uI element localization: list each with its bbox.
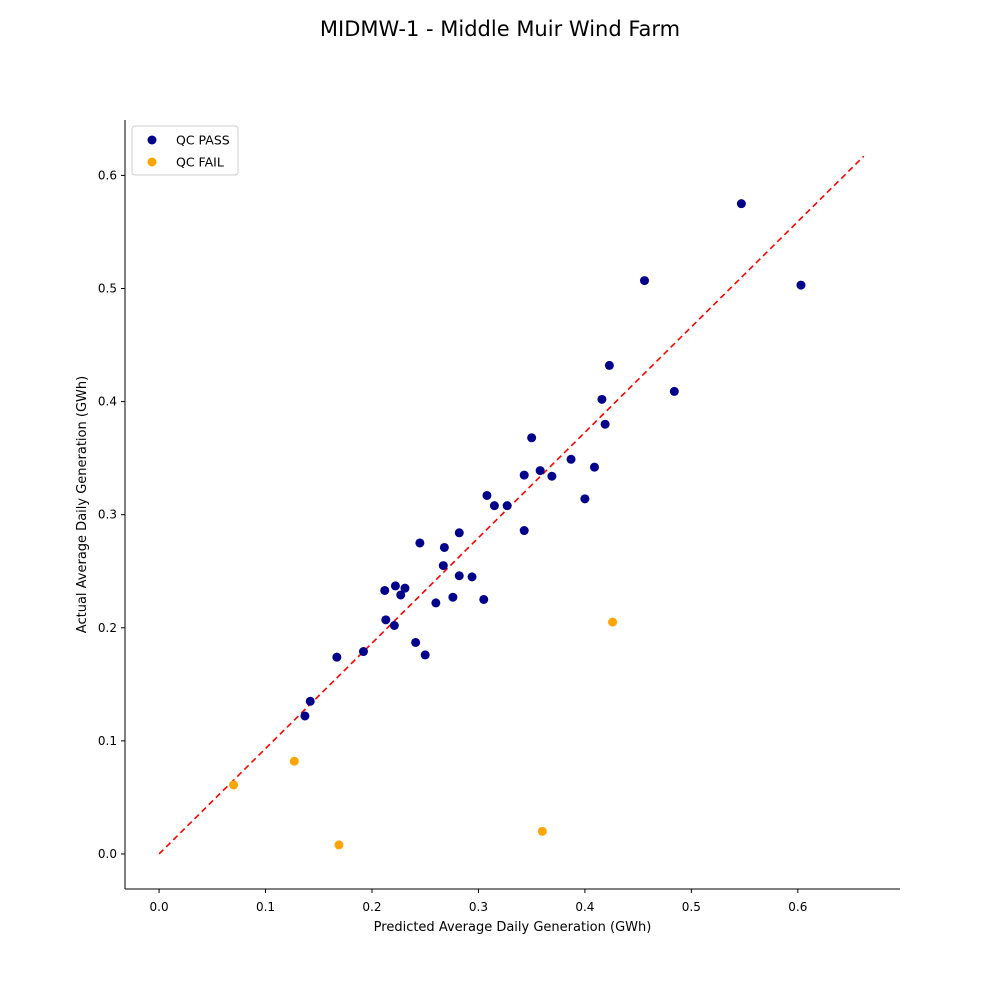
axes (124, 120, 900, 890)
legend-label-qc-pass: QC PASS (176, 133, 230, 148)
data-point-qc-pass (358, 647, 368, 657)
data-point-qc-pass (597, 394, 607, 404)
x-tick-label: 0.1 (256, 900, 275, 914)
data-point-qc-pass (547, 471, 557, 481)
axis-ticks: 0.0 0.1 0.2 0.3 0.4 0.5 0.6 0.0 0.1 0.2 0.3 0.4 0.5 0… (98, 168, 807, 914)
x-tick-label: 0.6 (788, 900, 807, 914)
data-point-qc-fail (229, 780, 239, 790)
data-point-qc-pass (381, 615, 391, 625)
y-tick-label: 0.3 (98, 508, 117, 522)
x-tick-label: 0.2 (362, 900, 381, 914)
data-point-qc-pass (305, 696, 315, 706)
data-point-qc-fail (334, 840, 344, 850)
data-point-qc-pass (439, 542, 449, 552)
data-point-qc-pass (502, 501, 512, 511)
y-tick-label: 0.4 (98, 395, 117, 409)
data-point-qc-fail (608, 617, 618, 627)
data-point-qc-pass (454, 528, 464, 538)
legend-label-qc-fail: QC FAIL (176, 155, 224, 170)
data-point-qc-pass (400, 583, 410, 593)
y-tick-label: 0.0 (98, 847, 117, 861)
y-tick-label: 0.5 (98, 282, 117, 296)
chart-title: MIDMW-1 - Middle Muir Wind Farm (320, 17, 680, 41)
data-point-qc-fail (537, 826, 547, 836)
legend-marker-qc-fail (147, 157, 157, 167)
data-point-qc-pass (448, 592, 458, 602)
data-point-qc-pass (604, 360, 614, 370)
data-point-qc-pass (431, 598, 441, 608)
data-point-qc-pass (380, 585, 390, 595)
data-point-qc-pass (566, 454, 576, 464)
data-point-qc-fail (289, 756, 299, 766)
data-point-qc-pass (736, 199, 746, 209)
y-tick-label: 0.2 (98, 621, 117, 635)
data-point-qc-pass (796, 280, 806, 290)
x-tick-label: 0.3 (469, 900, 488, 914)
data-point-qc-pass (535, 466, 545, 476)
data-point-qc-pass (396, 590, 406, 600)
data-point-qc-pass (390, 581, 400, 591)
data-point-qc-pass (389, 621, 399, 631)
data-point-qc-pass (420, 650, 430, 660)
x-tick-label: 0.4 (575, 900, 594, 914)
legend: QC PASS QC FAIL (131, 125, 239, 176)
data-point-qc-pass (589, 462, 599, 472)
data-point-qc-pass (479, 594, 489, 604)
legend-frame (131, 125, 239, 176)
data-point-qc-pass (300, 711, 310, 721)
x-axis-label: Predicted Average Daily Generation (GWh) (374, 920, 652, 935)
data-point-qc-pass (600, 419, 610, 429)
data-point-qc-pass (580, 494, 590, 504)
data-point-qc-pass (519, 526, 529, 536)
data-point-qc-pass (482, 490, 492, 500)
data-point-qc-pass (640, 276, 650, 286)
data-point-qc-pass (454, 571, 464, 581)
data-point-qc-pass (519, 470, 529, 480)
data-point-qc-pass (415, 538, 425, 548)
data-point-qc-pass (527, 433, 537, 443)
data-point-qc-pass (467, 572, 477, 582)
data-point-qc-pass (332, 652, 342, 662)
x-tick-label: 0.5 (682, 900, 701, 914)
data-point-qc-pass (489, 501, 499, 511)
data-points (229, 199, 806, 850)
y-tick-label: 0.6 (98, 168, 117, 182)
data-point-qc-pass (669, 386, 679, 396)
x-tick-label: 0.0 (150, 900, 169, 914)
y-axis-label: Actual Average Daily Generation (GWh) (75, 376, 90, 633)
data-point-qc-pass (438, 561, 448, 571)
y-tick-label: 0.1 (98, 734, 117, 748)
data-point-qc-pass (411, 637, 421, 647)
legend-marker-qc-pass (147, 135, 157, 145)
